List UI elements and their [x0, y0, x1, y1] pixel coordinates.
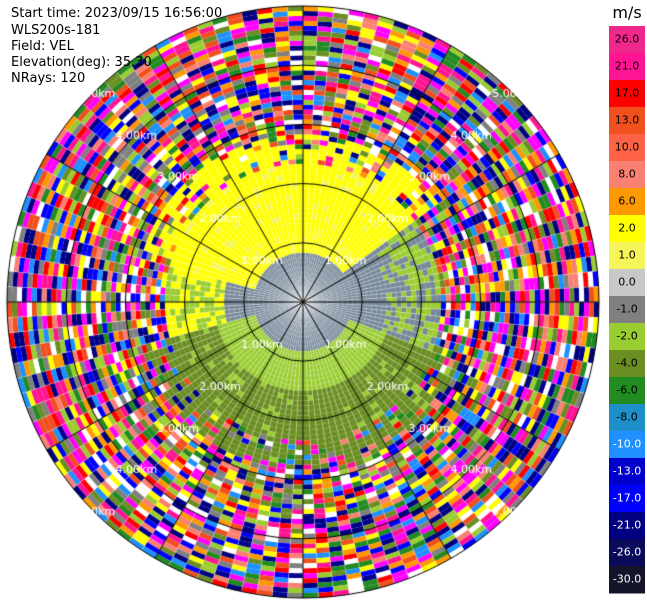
colorbar-tick-label: -21.0: [613, 519, 641, 532]
colorbar-swatch: [609, 269, 645, 297]
colorbar-swatch: [609, 188, 645, 216]
colorbar-swatch: [609, 161, 645, 189]
colorbar-swatch: [609, 296, 645, 324]
colorbar-swatch: [609, 80, 645, 108]
station-label: WLS200s-181: [11, 23, 101, 38]
colorbar-swatch: [609, 53, 645, 81]
colorbar-tick-label: 21.0: [615, 60, 640, 73]
colorbar-tick-label: -1.0: [616, 303, 637, 316]
colorbar-tick-label: 8.0: [618, 168, 636, 181]
colorbar-swatch: [609, 26, 645, 54]
colorbar-swatch: [609, 512, 645, 540]
colorbar-unit-label: m/s: [612, 3, 641, 22]
field-label: Field: VEL: [11, 39, 74, 54]
start-time-label: Start time: 2023/09/15 16:56:00: [11, 6, 223, 21]
colorbar-tick-label: 13.0: [615, 114, 640, 127]
colorbar-tick-label: -10.0: [613, 438, 641, 451]
nrays-label: NRays: 120: [11, 71, 86, 86]
colorbar-swatch: [609, 431, 645, 459]
colorbar-swatch: [609, 350, 645, 378]
colorbar-tick-label: -6.0: [616, 384, 637, 397]
colorbar-swatch: [609, 323, 645, 351]
colorbar-tick-label: -8.0: [616, 411, 637, 424]
colorbar-tick-label: -4.0: [616, 357, 637, 370]
colorbar-tick-label: 26.0: [615, 33, 640, 46]
colorbar-tick-label: 10.0: [615, 141, 640, 154]
colorbar-swatch: [609, 107, 645, 135]
colorbar-swatch: [609, 485, 645, 513]
colorbar-tick-label: 17.0: [615, 87, 640, 100]
colorbar-tick-label: -13.0: [613, 465, 641, 478]
colorbar-tick-label: 2.0: [618, 222, 636, 235]
elevation-label: Elevation(deg): 35.30: [11, 55, 152, 70]
colorbar-swatch: [609, 404, 645, 432]
colorbar-tick-label: -2.0: [616, 330, 637, 343]
colorbar-tick-label: 0.0: [618, 276, 636, 289]
colorbar-tick-label: 1.0: [618, 249, 636, 262]
colorbar-tick-label: 6.0: [618, 195, 636, 208]
colorbar-swatch: [609, 242, 645, 270]
colorbar-tick-label: -17.0: [613, 492, 641, 505]
colorbar-swatch: [609, 377, 645, 405]
colorbar-swatch: [609, 458, 645, 486]
colorbar-tick-label: -30.0: [613, 573, 641, 586]
colorbar-swatch: [609, 539, 645, 567]
colorbar-swatch: [609, 215, 645, 243]
colorbar-swatch: [609, 566, 645, 594]
colorbar-swatch: [609, 134, 645, 162]
colorbar-tick-label: -26.0: [613, 546, 641, 559]
